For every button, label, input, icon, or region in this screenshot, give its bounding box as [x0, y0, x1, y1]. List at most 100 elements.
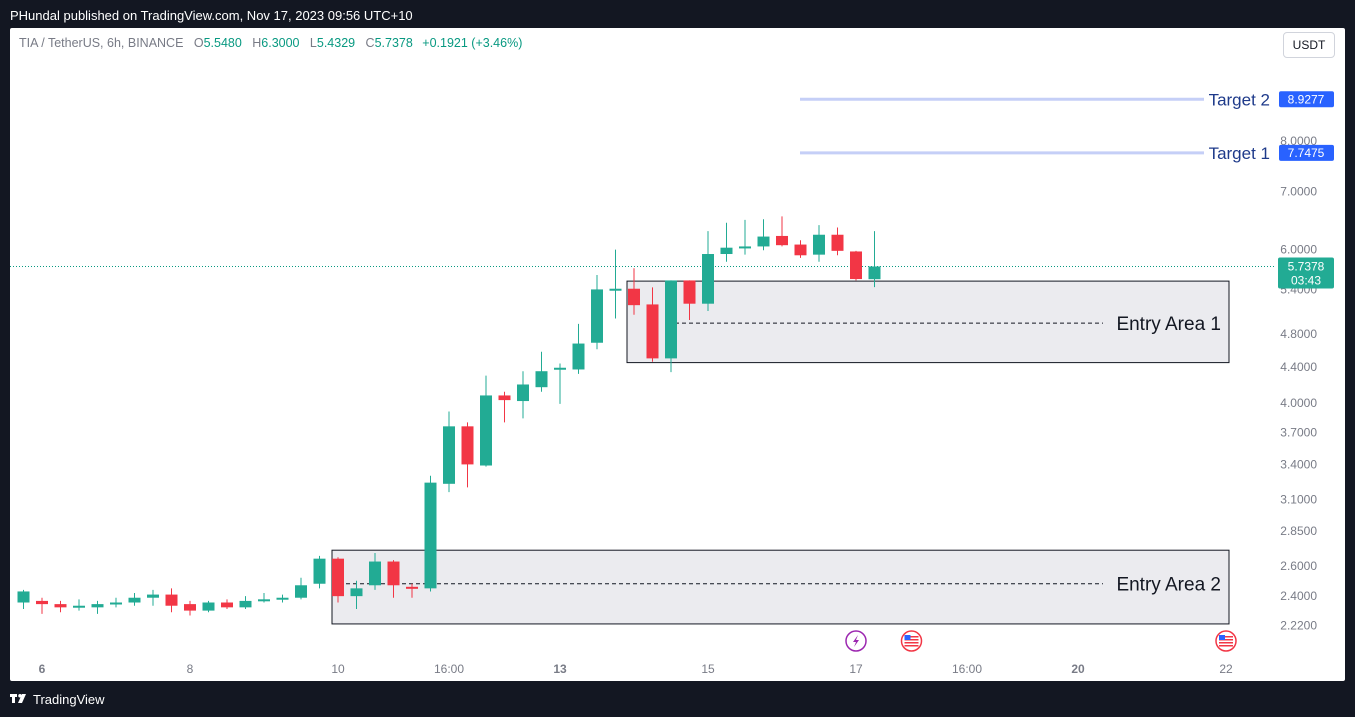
candle-body[interactable] — [794, 244, 807, 256]
us-flag-event-icon[interactable] — [1215, 630, 1237, 652]
flag-stripe — [1219, 636, 1233, 638]
candle-body[interactable] — [147, 594, 159, 598]
x-tick-label: 10 — [331, 662, 345, 676]
candle-body[interactable] — [831, 234, 844, 251]
y-tick-label: 7.0000 — [1280, 184, 1317, 198]
candle-body[interactable] — [739, 246, 751, 249]
bar-countdown-label: 03:43 — [1291, 273, 1321, 287]
candle-body[interactable] — [609, 288, 622, 291]
candle-body[interactable] — [480, 395, 492, 466]
currency-button[interactable]: USDT — [1283, 32, 1335, 58]
candle-body[interactable] — [73, 605, 85, 608]
candle-body[interactable] — [776, 235, 788, 246]
candle-body[interactable] — [91, 604, 104, 608]
flag-stripe — [1219, 642, 1233, 644]
target-label: Target 1 — [1209, 144, 1270, 163]
legend-open-value: 5.5480 — [203, 36, 242, 50]
y-tick-label: 4.0000 — [1280, 396, 1317, 410]
candle-body[interactable] — [813, 234, 825, 255]
candle-body[interactable] — [165, 594, 178, 606]
candle-body[interactable] — [350, 588, 363, 597]
candle-body[interactable] — [239, 600, 252, 608]
flag-stripe — [1219, 639, 1233, 641]
y-tick-label: 8.0000 — [1280, 134, 1317, 148]
candle-body[interactable] — [221, 602, 233, 608]
candle-body[interactable] — [517, 384, 529, 402]
legend-open-label: O — [193, 36, 204, 50]
x-tick-label: 16:00 — [952, 662, 982, 676]
candle-body[interactable] — [850, 251, 862, 280]
candle-body[interactable] — [443, 426, 455, 484]
y-tick-label: 3.1000 — [1280, 492, 1317, 506]
candle-body[interactable] — [369, 561, 381, 586]
candle-body[interactable] — [387, 561, 400, 586]
y-tick-label: 3.7000 — [1280, 425, 1317, 439]
candle-body[interactable] — [628, 288, 640, 306]
y-tick-label: 2.2200 — [1280, 619, 1317, 633]
candle-body[interactable] — [424, 482, 437, 589]
tradingview-logo-icon — [10, 693, 26, 703]
x-tick-label: 8 — [187, 662, 194, 676]
target-price-tag — [1279, 91, 1334, 108]
target-label: Target 2 — [1209, 90, 1270, 109]
candle-body[interactable] — [313, 558, 326, 584]
legend-high-value: 6.3000 — [261, 36, 300, 50]
x-tick-label: 13 — [553, 662, 567, 676]
target-price-label: 8.9277 — [1288, 92, 1325, 106]
tradingview-brand[interactable]: TradingView — [10, 692, 105, 707]
candle-body[interactable] — [572, 343, 585, 370]
candle-body[interactable] — [498, 395, 511, 401]
entry-zone-label: Entry Area 2 — [1116, 575, 1221, 596]
candlestick-chart[interactable]: 8.00007.00006.00005.40004.80004.40004.00… — [10, 28, 1345, 681]
flag-stripe — [904, 642, 919, 644]
candle-body[interactable] — [17, 591, 30, 603]
x-tick-label: 15 — [701, 662, 715, 676]
candle-body[interactable] — [591, 289, 603, 343]
candle-body[interactable] — [202, 602, 215, 611]
legend-high-label: H — [252, 36, 262, 50]
flag-stripe — [904, 636, 919, 638]
candle-body[interactable] — [110, 602, 122, 605]
candle-body[interactable] — [276, 597, 289, 600]
top-bar: PHundal published on TradingView.com, No… — [0, 0, 1355, 28]
brand-label: TradingView — [33, 692, 105, 707]
legend-change: +0.1921 (+3.46%) — [422, 36, 523, 50]
candle-body[interactable] — [295, 585, 307, 598]
legend-low-label: L — [309, 36, 317, 50]
current-price-label: 5.7378 — [1288, 259, 1325, 273]
us-flag-event-icon[interactable] — [900, 630, 923, 652]
entry-zone-box — [626, 280, 1230, 364]
current-price-tag — [1278, 257, 1334, 289]
candle-body[interactable] — [554, 367, 566, 370]
candle-body[interactable] — [258, 599, 270, 602]
entry-zone-box — [331, 549, 1230, 625]
candle-body[interactable] — [128, 597, 141, 603]
candle-body[interactable] — [702, 254, 714, 304]
candle-body[interactable] — [184, 604, 196, 611]
chart-frame[interactable]: 8.0000 7.0000 6.0000 5.4000 4.8000 4.4000 4.00… — [10, 28, 1345, 681]
candle-body[interactable] — [332, 558, 344, 597]
footer-bar: TradingView — [0, 681, 1355, 717]
candle-body[interactable] — [461, 426, 474, 465]
y-tick-label: 4.4000 — [1280, 360, 1317, 374]
y-tick-label: 4.8000 — [1280, 327, 1317, 341]
candle-body[interactable] — [535, 371, 548, 388]
y-tick-label: 3.4000 — [1280, 457, 1317, 471]
entry-zone-label: Entry Area 1 — [1116, 314, 1221, 335]
y-tick-label: 2.4000 — [1280, 589, 1317, 603]
legend-low-value: 5.4329 — [316, 36, 356, 50]
candle-body[interactable] — [683, 280, 696, 304]
candle-body[interactable] — [646, 304, 659, 359]
legend-close-label: C — [365, 36, 375, 50]
candle-body[interactable] — [868, 266, 881, 280]
candle-body[interactable] — [720, 247, 733, 255]
candle-body[interactable] — [406, 586, 418, 589]
legend-symbol: TIA / TetherUS, 6h, BINANCE — [19, 36, 184, 50]
candle-body[interactable] — [54, 604, 67, 608]
symbol-legend: TIA / TetherUS, 6h, BINANCE O5.5480 H6.3… — [19, 36, 522, 50]
x-tick-label: 22 — [1219, 662, 1233, 676]
candle-body[interactable] — [665, 280, 677, 359]
flag-canton — [1219, 635, 1225, 640]
candle-body[interactable] — [36, 600, 48, 605]
candle-body[interactable] — [757, 236, 770, 247]
